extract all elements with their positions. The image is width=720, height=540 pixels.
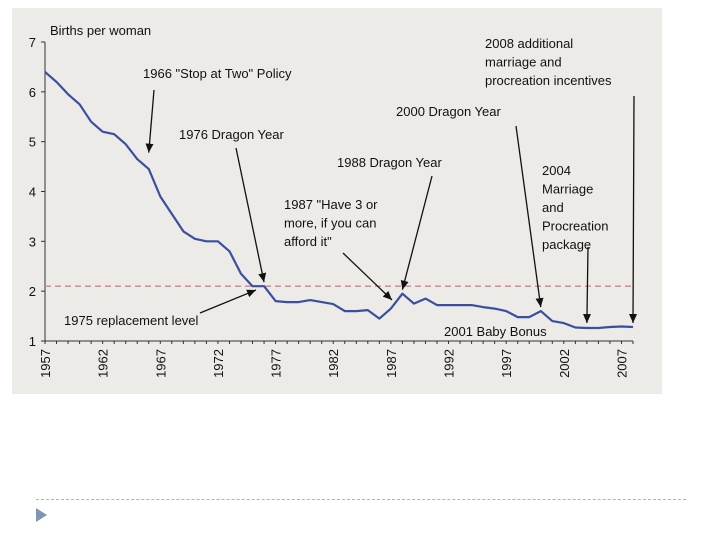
annotation-package-2004-text: Marriage — [542, 182, 593, 197]
annotation-dragon-1988-text: 1988 Dragon Year — [337, 155, 442, 170]
x-tick-label: 2007 — [614, 349, 629, 378]
slide-divider — [36, 499, 686, 500]
chart-panel: 1 2 3 4 5 6 7 1957 1962 1967 1972 1977 1982 1987 1992 1… — [12, 8, 662, 394]
annotation-bonus-2001-text: 2001 Baby Bonus — [444, 324, 547, 339]
annotation-incentives-2008-text: marriage and — [485, 55, 562, 70]
y-tick-label: 7 — [29, 35, 36, 50]
x-tick-label: 1997 — [499, 349, 514, 378]
x-tick-label: 2002 — [557, 349, 572, 378]
y-tick-label: 5 — [29, 135, 36, 150]
annotation-dragon-1976-arrow — [235, 147, 267, 283]
triangle-bullet-icon — [36, 508, 47, 522]
annotation-dragon-2000-text: 2000 Dragon Year — [396, 104, 501, 119]
annotation-package-2004-text: Procreation — [542, 219, 608, 234]
annotation-package-2004-arrow — [583, 246, 592, 324]
y-tick-label: 3 — [29, 234, 36, 249]
y-tick-label: 4 — [29, 185, 36, 200]
fertility-rate-line — [44, 71, 634, 330]
x-tick-label: 1977 — [269, 349, 284, 378]
x-tick-label: 1982 — [326, 349, 341, 378]
annotation-policy-1966-arrow — [145, 89, 155, 153]
annotation-dragon-2000-arrow — [515, 125, 544, 308]
annotation-policy-1966-text: 1966 "Stop at Two" Policy — [143, 66, 292, 81]
annotation-dragon-1976-text: 1976 Dragon Year — [179, 127, 284, 142]
y-tick-label: 6 — [29, 85, 36, 100]
annotation-have3-1987-text: 1987 "Have 3 or — [284, 197, 378, 212]
y-axis-title: Births per woman — [50, 23, 151, 38]
annotation-incentives-2008-text: procreation incentives — [485, 73, 612, 88]
annotation-package-2004-text: and — [542, 200, 564, 215]
fertility-chart: 1 2 3 4 5 6 7 1957 1962 1967 1972 1977 1982 1987 1992 1… — [29, 23, 638, 378]
x-tick-label: 1987 — [384, 349, 399, 378]
annotation-incentives-2008-text: 2008 additional — [485, 36, 573, 51]
y-tick-label: 1 — [29, 334, 36, 349]
x-tick-label: 1972 — [211, 349, 226, 378]
annotation-have3-1987-text: more, if you can — [284, 216, 377, 231]
annotation-replacement-1975-text: 1975 replacement level — [64, 313, 199, 328]
y-tick-label: 2 — [29, 284, 36, 299]
x-tick-label: 1962 — [96, 349, 111, 378]
x-tick-label: 1967 — [153, 349, 168, 378]
annotation-incentives-2008-arrow — [629, 95, 638, 324]
x-tick-label: 1992 — [442, 349, 457, 378]
annotation-replacement-1975-arrow — [199, 289, 257, 314]
x-tick-label: 1957 — [38, 349, 53, 378]
annotation-package-2004-text: package — [542, 237, 591, 252]
annotation-dragon-1988-arrow — [400, 175, 433, 290]
annotation-package-2004-text: 2004 — [542, 163, 571, 178]
annotation-have3-1987-arrow — [342, 252, 393, 301]
annotation-have3-1987-text: afford it" — [284, 234, 332, 249]
